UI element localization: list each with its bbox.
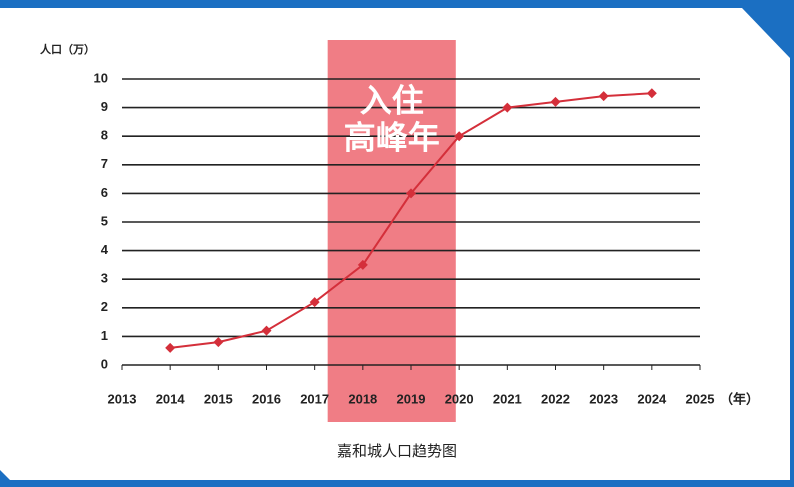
data-point [165, 342, 176, 353]
y-tick-label: 4 [101, 242, 109, 257]
data-point [454, 131, 465, 142]
data-point [598, 91, 609, 102]
y-axis-label: 人口（万） [40, 42, 95, 56]
y-tick-label: 10 [94, 70, 108, 85]
x-tick-label: 2020 [445, 391, 474, 406]
y-tick-label: 0 [101, 356, 108, 371]
x-tick-label: 2019 [397, 391, 426, 406]
y-tick-label: 1 [101, 328, 108, 343]
y-tick-label: 2 [101, 299, 108, 314]
data-point [261, 325, 272, 336]
y-tick-label: 5 [101, 213, 108, 228]
data-point [213, 337, 224, 348]
x-tick-label: 2018 [348, 391, 377, 406]
x-tick-label: 2017 [300, 391, 329, 406]
x-tick-label: 2013 [108, 391, 137, 406]
x-tick-label: 2022 [541, 391, 570, 406]
data-point [502, 102, 513, 113]
data-point [550, 96, 561, 107]
y-tick-label: 7 [101, 156, 108, 171]
x-tick-label: 2025 [686, 391, 715, 406]
y-tick-label: 9 [101, 99, 108, 114]
highlight-band [327, 40, 456, 422]
data-point [357, 259, 368, 270]
y-tick-label: 3 [101, 271, 108, 286]
data-point [406, 188, 416, 199]
highlight-label: 入住 [360, 82, 424, 118]
x-tick-label: 2023 [589, 391, 618, 406]
highlight-label: 高峰年 [344, 119, 440, 155]
y-tick-label: 8 [101, 128, 108, 143]
x-tick-label: 2015 [204, 391, 233, 406]
y-tick-label: 6 [101, 185, 108, 200]
x-tick-label: 2021 [493, 391, 522, 406]
x-tick-label: 2024 [637, 391, 667, 406]
x-tick-label: 2016 [252, 391, 281, 406]
caption: 嘉和城人口趋势图 [337, 443, 457, 460]
data-point [646, 88, 657, 99]
data-point [309, 297, 320, 308]
x-axis-label: （年） [720, 391, 759, 406]
x-tick-label: 2014 [156, 391, 186, 406]
